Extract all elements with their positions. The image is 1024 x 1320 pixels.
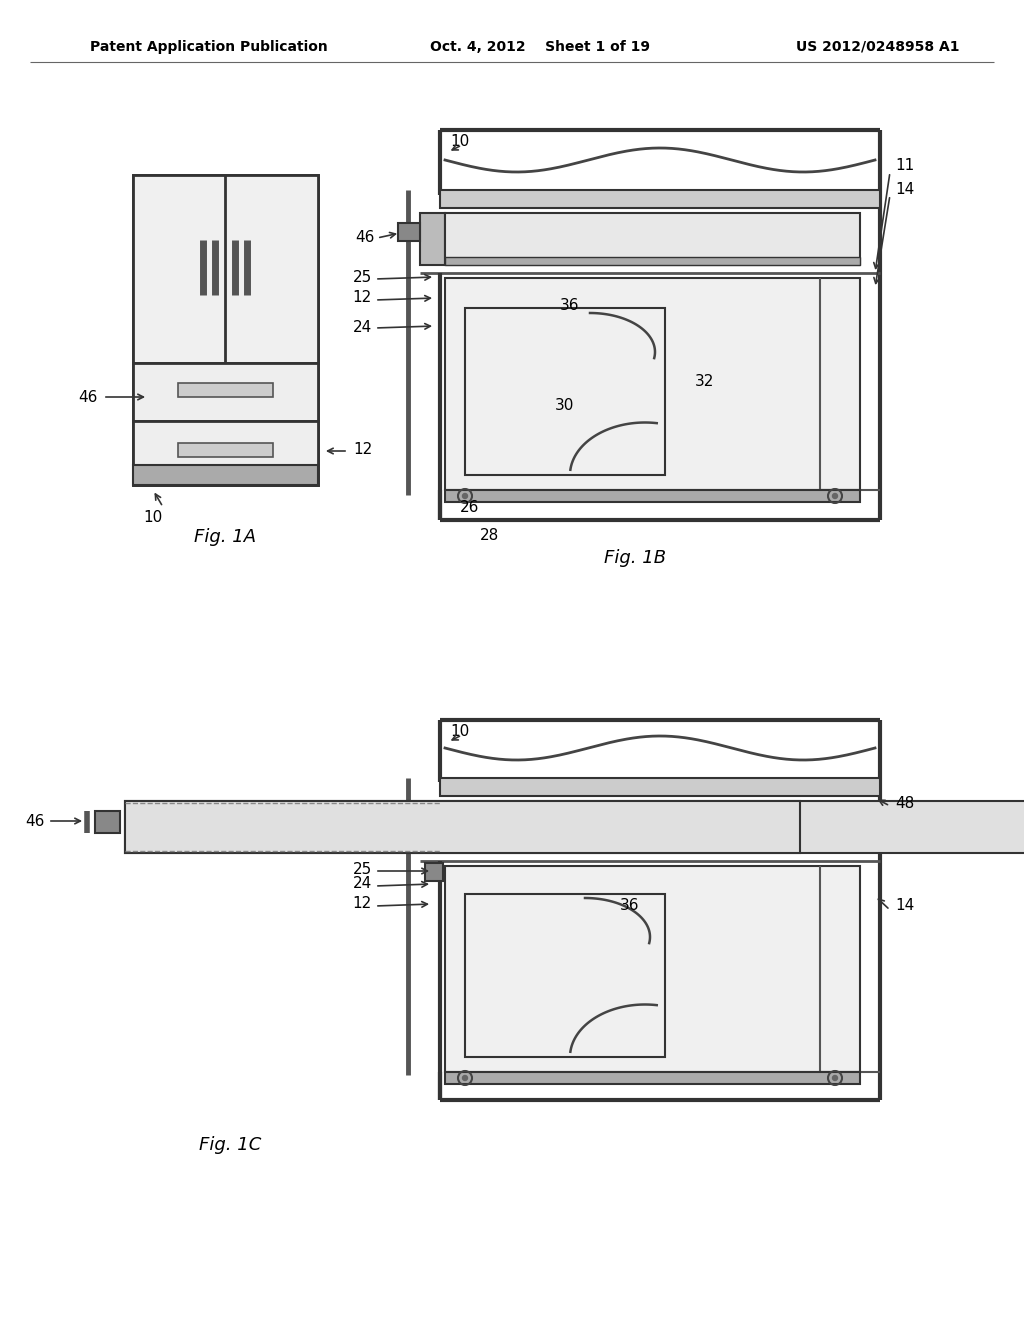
Bar <box>465 894 665 1057</box>
Text: 36: 36 <box>560 297 580 313</box>
Bar <box>465 308 665 475</box>
Text: Fig. 1A: Fig. 1A <box>194 528 256 546</box>
Bar <box>445 257 860 265</box>
Bar <box>133 465 318 484</box>
Text: 14: 14 <box>895 182 914 198</box>
Bar <box>95 810 120 833</box>
Bar <box>445 1072 860 1084</box>
Text: 11: 11 <box>895 157 914 173</box>
Text: Oct. 4, 2012    Sheet 1 of 19: Oct. 4, 2012 Sheet 1 of 19 <box>430 40 650 54</box>
Text: 12: 12 <box>353 441 373 457</box>
Text: 24: 24 <box>352 876 372 891</box>
Circle shape <box>463 494 468 499</box>
Text: 30: 30 <box>555 399 574 413</box>
Text: 36: 36 <box>620 899 640 913</box>
Circle shape <box>463 1076 468 1081</box>
Text: 14: 14 <box>895 899 914 913</box>
Text: 26: 26 <box>460 500 479 516</box>
Text: 10: 10 <box>450 725 469 739</box>
Bar <box>425 863 443 880</box>
Bar <box>125 801 1024 853</box>
Text: 48: 48 <box>895 796 914 810</box>
Bar <box>445 490 860 502</box>
Text: 25: 25 <box>352 269 372 285</box>
Circle shape <box>833 1076 838 1081</box>
Text: 46: 46 <box>355 231 375 246</box>
Bar <box>178 383 273 397</box>
Bar <box>445 213 860 265</box>
Bar <box>133 363 318 421</box>
Text: Fig. 1C: Fig. 1C <box>199 1137 261 1154</box>
Text: 32: 32 <box>695 374 715 388</box>
Bar <box>440 777 880 796</box>
Bar <box>133 176 318 484</box>
Text: 46: 46 <box>79 389 98 404</box>
Bar <box>445 866 860 1072</box>
Text: Fig. 1B: Fig. 1B <box>604 549 666 568</box>
Text: 46: 46 <box>26 813 45 829</box>
Text: 25: 25 <box>352 862 372 876</box>
Bar <box>440 190 880 209</box>
Bar <box>445 279 860 490</box>
Bar <box>133 421 318 484</box>
Bar <box>125 801 800 853</box>
Text: 10: 10 <box>143 510 162 524</box>
Circle shape <box>833 494 838 499</box>
Text: 28: 28 <box>480 528 500 544</box>
Text: 10: 10 <box>450 135 469 149</box>
Bar <box>178 444 273 457</box>
Text: 12: 12 <box>352 896 372 912</box>
Text: US 2012/0248958 A1: US 2012/0248958 A1 <box>797 40 961 54</box>
Text: Patent Application Publication: Patent Application Publication <box>90 40 328 54</box>
Bar <box>133 176 318 363</box>
Bar <box>398 223 420 242</box>
Text: 12: 12 <box>352 290 372 305</box>
Bar <box>420 213 445 265</box>
Text: 24: 24 <box>352 321 372 335</box>
